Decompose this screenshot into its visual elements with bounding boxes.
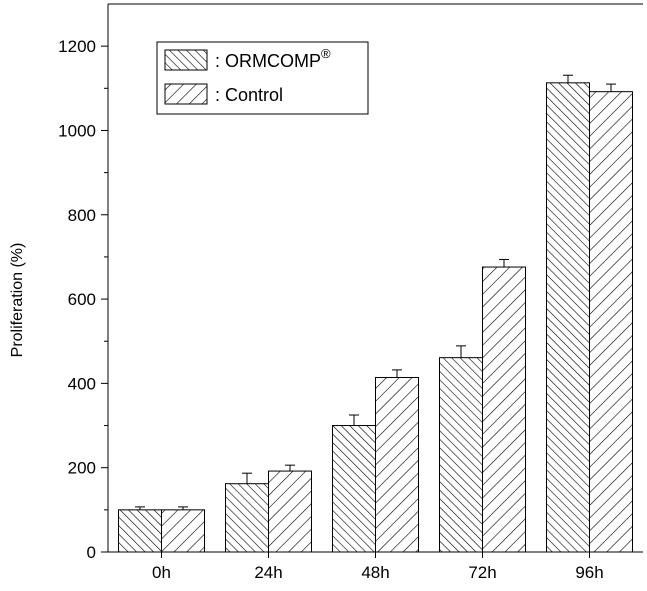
x-tick-label: 72h bbox=[468, 563, 496, 582]
bar-control-0h bbox=[161, 509, 205, 553]
x-tick-label: 96h bbox=[575, 563, 603, 582]
bar-ormcomp-48h bbox=[332, 425, 376, 553]
x-tick-label: 48h bbox=[361, 563, 389, 582]
error-bar-ormcomp-24h bbox=[242, 472, 252, 484]
registered-superscript: ® bbox=[321, 46, 331, 61]
y-axis-label: Proliferation (%) bbox=[9, 243, 26, 358]
error-bar-control-72h bbox=[499, 258, 509, 268]
bar-ormcomp-72h bbox=[439, 357, 483, 553]
bar-control-72h bbox=[482, 266, 526, 553]
error-bar-ormcomp-72h bbox=[456, 345, 466, 358]
error-bar-control-96h bbox=[606, 83, 616, 92]
legend: : ORMCOMP® : Control bbox=[156, 41, 369, 115]
error-bar-ormcomp-0h bbox=[135, 506, 145, 510]
bar-ormcomp-0h bbox=[118, 509, 162, 553]
error-bar-control-24h bbox=[285, 464, 295, 472]
bar-control-48h bbox=[375, 376, 419, 553]
bar-ormcomp-24h bbox=[225, 483, 269, 553]
bar-control-24h bbox=[268, 470, 312, 553]
y-tick-label: 1200 bbox=[58, 37, 96, 56]
axes-layer: 0 200 400 600 800 1000 1200 0h 24h 48h 72h 96h bbox=[58, 3, 643, 582]
bar-ormcomp-96h bbox=[546, 82, 590, 553]
y-tick-label: 600 bbox=[68, 290, 96, 309]
error-bars-layer bbox=[135, 74, 616, 510]
error-bar-ormcomp-48h bbox=[349, 414, 359, 426]
bars-layer bbox=[118, 82, 633, 553]
x-tick-label: 0h bbox=[152, 563, 171, 582]
legend-label-control: : Control bbox=[215, 85, 283, 105]
legend-swatch-ormcomp bbox=[164, 49, 208, 71]
y-tick-label: 200 bbox=[68, 459, 96, 478]
error-bar-ormcomp-96h bbox=[563, 74, 573, 83]
error-bar-control-48h bbox=[392, 369, 402, 378]
y-tick-label: 400 bbox=[68, 374, 96, 393]
error-bar-control-0h bbox=[178, 506, 188, 510]
y-tick-label: 0 bbox=[87, 543, 96, 562]
legend-label-ormcomp: : ORMCOMP® bbox=[215, 46, 331, 71]
x-tick-label: 24h bbox=[254, 563, 282, 582]
y-tick-label: 1000 bbox=[58, 121, 96, 140]
bar-control-96h bbox=[589, 91, 633, 553]
legend-swatch-control bbox=[164, 83, 208, 105]
y-tick-label: 800 bbox=[68, 206, 96, 225]
